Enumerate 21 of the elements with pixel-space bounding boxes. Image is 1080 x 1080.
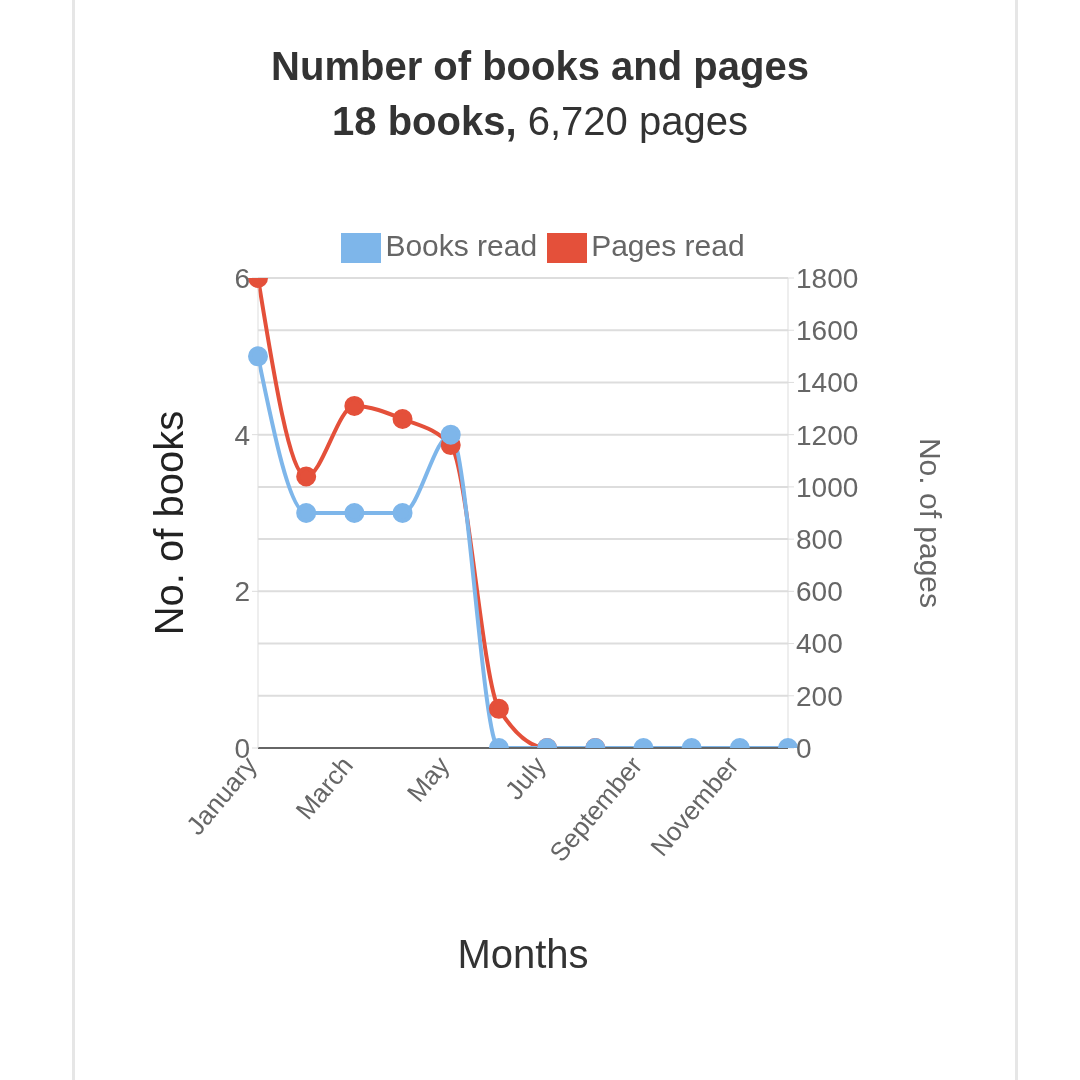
y-tick-label: 4	[234, 419, 250, 451]
x-tick-label: July	[498, 750, 552, 806]
y-tick-label: 6	[234, 262, 250, 294]
y2-tick-label: 0	[796, 732, 812, 764]
chart-title: Number of books and pages	[270, 44, 810, 89]
y2-tick-label: 400	[796, 628, 843, 660]
y2-tick-label: 1600	[796, 315, 859, 347]
legend-label: Pages read	[591, 228, 745, 262]
y2-tick-label: 200	[796, 680, 843, 712]
y2-axis-title: No. of pages	[914, 437, 947, 609]
y2-tick-label: 1000	[796, 471, 859, 503]
y2-tick-label: 1200	[796, 419, 859, 451]
legend-label: Books read	[385, 228, 538, 262]
y2-tick-label: 600	[796, 576, 843, 608]
y-axis-title: No. of books	[147, 410, 191, 636]
x-axis-title: Months	[457, 932, 589, 976]
y2-tick-label: 800	[796, 524, 843, 556]
y2-tick-label: 1800	[796, 262, 859, 294]
y-tick-label: 2	[234, 576, 250, 608]
y2-tick-label: 1400	[796, 367, 859, 399]
chart-subtitle: 18 books, 6,720 pages	[331, 99, 749, 144]
